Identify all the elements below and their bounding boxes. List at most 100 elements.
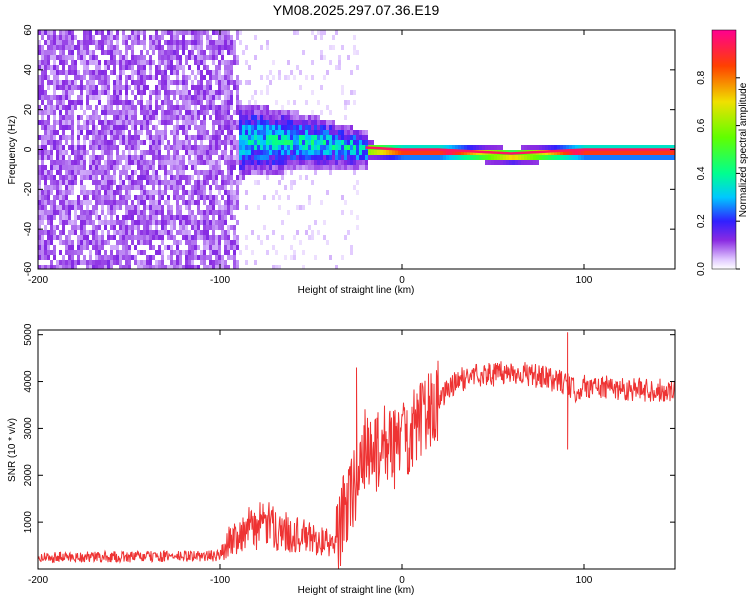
heatmap-cell: [53, 65, 56, 70]
heatmap-cell: [317, 115, 320, 120]
heatmap-cell: [602, 150, 605, 155]
y-tick-label: 5000: [23, 323, 34, 346]
heatmap-cell: [134, 70, 137, 75]
heatmap-cell: [179, 145, 182, 150]
heatmap-cell: [68, 165, 71, 170]
heatmap-cell: [44, 175, 47, 180]
heatmap-cell: [212, 200, 215, 205]
heatmap-cell: [62, 225, 65, 230]
heatmap-cell: [185, 30, 188, 35]
heatmap-cell: [44, 120, 47, 125]
heatmap-cell: [104, 125, 107, 130]
heatmap-cell: [155, 155, 158, 160]
heatmap-cell: [41, 220, 44, 225]
heatmap-cell: [206, 55, 209, 60]
heatmap-cell: [224, 40, 227, 45]
heatmap-cell: [497, 160, 500, 165]
heatmap-cell: [86, 100, 89, 105]
heatmap-cell: [173, 175, 176, 180]
heatmap-cell: [101, 85, 104, 90]
heatmap-cell: [125, 75, 128, 80]
heatmap-cell: [218, 70, 221, 75]
heatmap-cell: [236, 150, 239, 155]
heatmap-cell: [356, 140, 359, 145]
heatmap-cell: [191, 135, 194, 140]
heatmap-cell: [155, 70, 158, 75]
heatmap-cell: [224, 105, 227, 110]
heatmap-cell: [200, 185, 203, 190]
heatmap-cell: [236, 90, 239, 95]
heatmap-cell: [131, 140, 134, 145]
heatmap-cell: [197, 35, 200, 40]
heatmap-cell: [179, 205, 182, 210]
heatmap-cell: [323, 235, 326, 240]
heatmap-cell: [158, 175, 161, 180]
heatmap-cell: [290, 155, 293, 160]
heatmap-cell: [71, 265, 74, 269]
heatmap-cell: [521, 160, 524, 165]
heatmap-cell: [161, 190, 164, 195]
heatmap-cell: [353, 100, 356, 105]
heatmap-cell: [158, 60, 161, 65]
heatmap-cell: [134, 35, 137, 40]
heatmap-cell: [338, 145, 341, 150]
heatmap-cell: [209, 235, 212, 240]
heatmap-cell: [119, 200, 122, 205]
heatmap-cell: [353, 90, 356, 95]
heatmap-cell: [140, 55, 143, 60]
heatmap-cell: [284, 115, 287, 120]
heatmap-cell: [125, 235, 128, 240]
heatmap-cell: [344, 140, 347, 145]
heatmap-cell: [98, 195, 101, 200]
heatmap-cell: [272, 145, 275, 150]
heatmap-cell: [56, 75, 59, 80]
heatmap-cell: [92, 85, 95, 90]
heatmap-cell: [203, 255, 206, 260]
heatmap-cell: [152, 145, 155, 150]
heatmap-cell: [50, 70, 53, 75]
heatmap-cell: [158, 200, 161, 205]
heatmap-cell: [137, 65, 140, 70]
heatmap-cell: [158, 235, 161, 240]
heatmap-cell: [41, 110, 44, 115]
heatmap-cell: [203, 215, 206, 220]
heatmap-cell: [80, 220, 83, 225]
heatmap-cell: [71, 180, 74, 185]
heatmap-cell: [293, 125, 296, 130]
heatmap-cell: [95, 230, 98, 235]
heatmap-cell: [50, 265, 53, 269]
heatmap-cell: [560, 145, 563, 150]
heatmap-cell: [176, 65, 179, 70]
heatmap-cell: [299, 165, 302, 170]
heatmap-cell: [200, 45, 203, 50]
heatmap-cell: [125, 40, 128, 45]
heatmap-cell: [98, 165, 101, 170]
heatmap-cell: [41, 245, 44, 250]
heatmap-cell: [197, 85, 200, 90]
heatmap-cell: [170, 50, 173, 55]
heatmap-cell: [149, 75, 152, 80]
heatmap-cell: [230, 255, 233, 260]
heatmap-cell: [197, 130, 200, 135]
heatmap-cell: [167, 105, 170, 110]
heatmap-cell: [80, 75, 83, 80]
heatmap-cell: [173, 225, 176, 230]
heatmap-cell: [239, 80, 242, 85]
heatmap-cell: [116, 110, 119, 115]
heatmap-cell: [98, 250, 101, 255]
heatmap-cell: [65, 195, 68, 200]
heatmap-cell: [206, 235, 209, 240]
heatmap-cell: [149, 35, 152, 40]
heatmap-cell: [185, 260, 188, 265]
heatmap-cell: [158, 90, 161, 95]
heatmap-cell: [488, 160, 491, 165]
heatmap-cell: [233, 55, 236, 60]
heatmap-cell: [44, 145, 47, 150]
heatmap-cell: [287, 135, 290, 140]
heatmap-cell: [206, 215, 209, 220]
heatmap-cell: [65, 240, 68, 245]
heatmap-cell: [599, 145, 602, 150]
heatmap-cell: [221, 150, 224, 155]
heatmap-cell: [86, 120, 89, 125]
heatmap-cell: [356, 225, 359, 230]
